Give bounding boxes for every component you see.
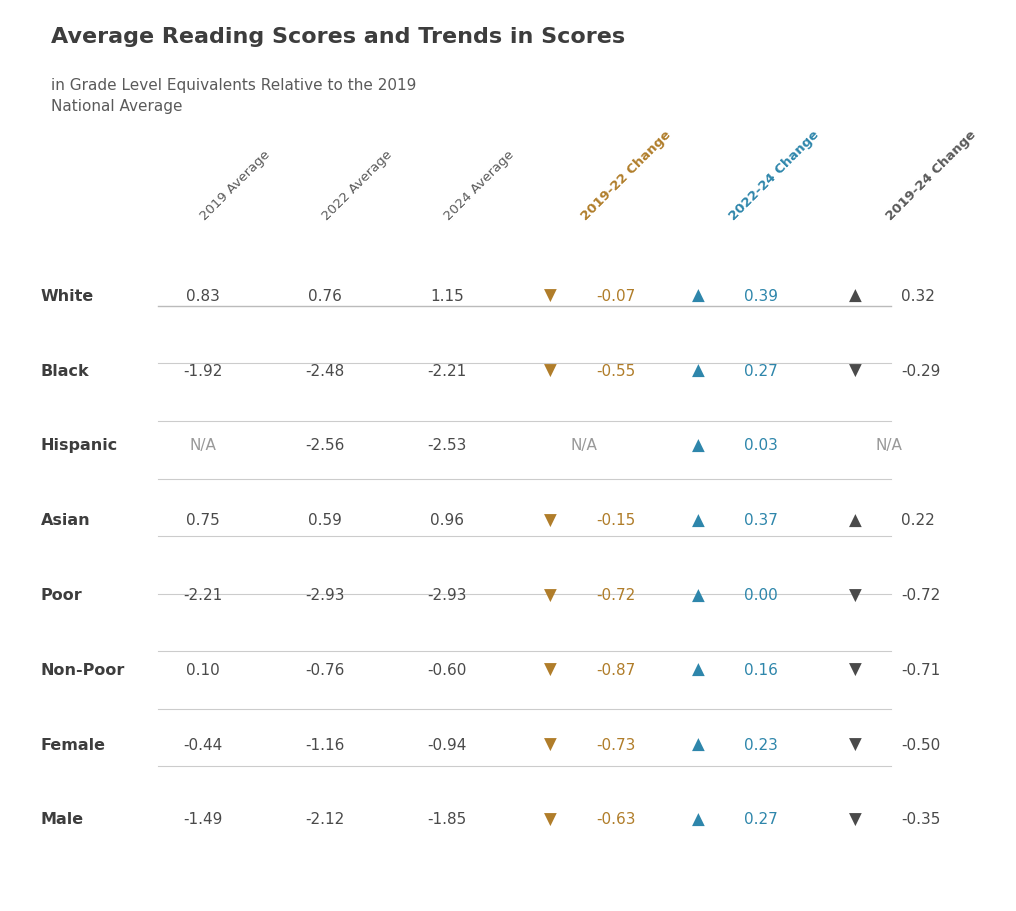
Text: ▼: ▼: [545, 810, 557, 828]
Text: 0.10: 0.10: [186, 662, 220, 677]
Text: 2019 Average: 2019 Average: [198, 148, 273, 223]
Text: 0.96: 0.96: [430, 513, 464, 527]
Text: ▲: ▲: [692, 436, 704, 455]
Text: 1.15: 1.15: [430, 289, 464, 303]
Text: N/A: N/A: [876, 438, 902, 453]
Text: -0.50: -0.50: [901, 737, 941, 752]
Text: ▼: ▼: [849, 586, 862, 604]
Text: -0.60: -0.60: [428, 662, 466, 677]
Text: ▲: ▲: [692, 735, 704, 753]
Text: ▼: ▼: [545, 660, 557, 679]
Text: 2022 Average: 2022 Average: [320, 148, 395, 223]
Text: 0.23: 0.23: [744, 737, 777, 752]
Text: 0.03: 0.03: [744, 438, 777, 453]
Text: 0.32: 0.32: [901, 289, 935, 303]
Text: -0.76: -0.76: [306, 662, 344, 677]
Text: -0.94: -0.94: [428, 737, 466, 752]
Text: -1.16: -1.16: [306, 737, 344, 752]
Text: -1.49: -1.49: [184, 812, 223, 826]
Text: Asian: Asian: [41, 513, 90, 527]
Text: 2019-22 Change: 2019-22 Change: [579, 128, 674, 223]
Text: 0.75: 0.75: [186, 513, 220, 527]
Text: 0.39: 0.39: [744, 289, 777, 303]
Text: 0.00: 0.00: [744, 588, 777, 602]
Text: ▼: ▼: [849, 735, 862, 753]
Text: -0.87: -0.87: [596, 662, 636, 677]
Text: White: White: [41, 289, 93, 303]
Text: -0.63: -0.63: [596, 812, 636, 826]
Text: 0.83: 0.83: [186, 289, 220, 303]
Text: ▲: ▲: [692, 810, 704, 828]
Text: 0.37: 0.37: [744, 513, 777, 527]
Text: -2.21: -2.21: [428, 363, 466, 378]
Text: ▲: ▲: [692, 287, 704, 305]
Text: -0.72: -0.72: [901, 588, 941, 602]
Text: ▲: ▲: [692, 511, 704, 529]
Text: -0.29: -0.29: [901, 363, 941, 378]
Text: -0.71: -0.71: [901, 662, 941, 677]
Text: ▼: ▼: [849, 810, 862, 828]
Text: -0.07: -0.07: [596, 289, 636, 303]
Text: 0.27: 0.27: [744, 812, 777, 826]
Text: Black: Black: [41, 363, 89, 378]
Text: 0.76: 0.76: [308, 289, 342, 303]
Text: -0.55: -0.55: [596, 363, 636, 378]
Text: 2024 Average: 2024 Average: [442, 148, 517, 223]
Text: -0.15: -0.15: [596, 513, 636, 527]
Text: -1.92: -1.92: [184, 363, 223, 378]
Text: -2.93: -2.93: [306, 588, 344, 602]
Text: 0.27: 0.27: [744, 363, 777, 378]
Text: 0.16: 0.16: [744, 662, 777, 677]
Text: 0.59: 0.59: [308, 513, 342, 527]
Text: -2.56: -2.56: [306, 438, 344, 453]
Text: -2.21: -2.21: [184, 588, 223, 602]
Text: ▼: ▼: [849, 362, 862, 380]
Text: ▲: ▲: [849, 511, 862, 529]
Text: -2.93: -2.93: [428, 588, 466, 602]
Text: ▼: ▼: [545, 362, 557, 380]
Text: N/A: N/A: [571, 438, 597, 453]
Text: Non-Poor: Non-Poor: [41, 662, 125, 677]
Text: ▼: ▼: [545, 586, 557, 604]
Text: -2.53: -2.53: [428, 438, 466, 453]
Text: -2.48: -2.48: [306, 363, 344, 378]
Text: Poor: Poor: [41, 588, 82, 602]
Text: N/A: N/A: [190, 438, 216, 453]
Text: 0.22: 0.22: [901, 513, 935, 527]
Text: ▼: ▼: [545, 511, 557, 529]
Text: ▲: ▲: [692, 586, 704, 604]
Text: -2.12: -2.12: [306, 812, 344, 826]
Text: in Grade Level Equivalents Relative to the 2019
National Average: in Grade Level Equivalents Relative to t…: [51, 77, 417, 113]
Text: ▼: ▼: [545, 735, 557, 753]
Text: ▲: ▲: [692, 362, 704, 380]
Text: 2022-24 Change: 2022-24 Change: [726, 128, 821, 223]
Text: ▼: ▼: [545, 287, 557, 305]
Text: Average Reading Scores and Trends in Scores: Average Reading Scores and Trends in Sco…: [51, 27, 625, 47]
Text: -1.85: -1.85: [428, 812, 466, 826]
Text: Male: Male: [41, 812, 83, 826]
Text: ▼: ▼: [849, 660, 862, 679]
Text: 2019-24 Change: 2019-24 Change: [884, 128, 978, 223]
Text: Female: Female: [41, 737, 106, 752]
Text: -0.44: -0.44: [184, 737, 223, 752]
Text: ▲: ▲: [692, 660, 704, 679]
Text: ▲: ▲: [849, 287, 862, 305]
Text: Hispanic: Hispanic: [41, 438, 118, 453]
Text: -0.72: -0.72: [596, 588, 636, 602]
Text: -0.73: -0.73: [596, 737, 636, 752]
Text: -0.35: -0.35: [901, 812, 941, 826]
